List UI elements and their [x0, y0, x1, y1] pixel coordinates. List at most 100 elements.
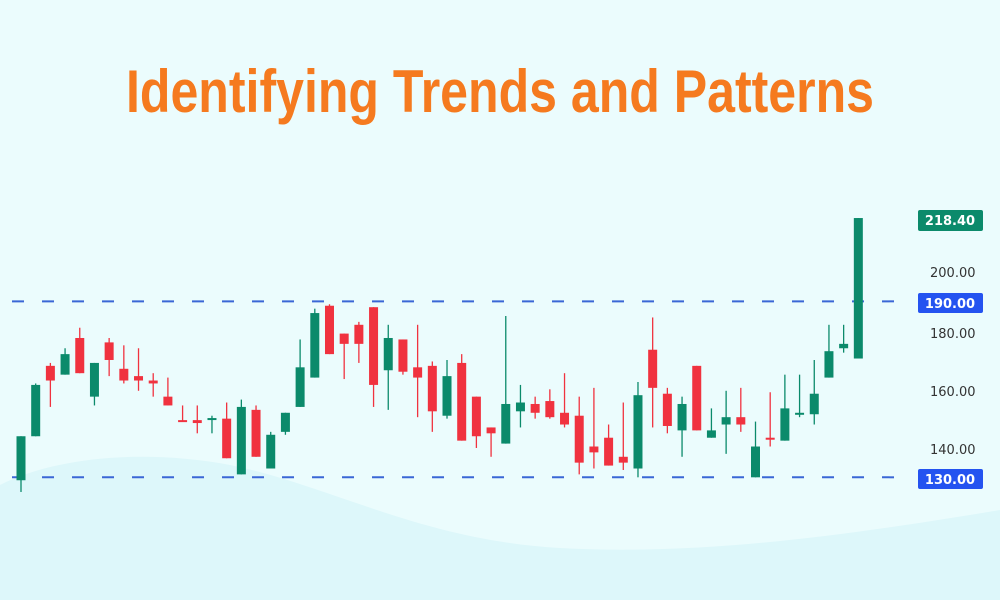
candle-body [148, 380, 158, 384]
candle-bearish [398, 339, 408, 375]
candle-body [266, 434, 276, 469]
candle-body [119, 368, 129, 381]
candle-bullish [207, 415, 217, 434]
candle-bullish [16, 436, 26, 492]
background-wave [0, 456, 1000, 600]
candle-bearish [471, 396, 481, 448]
candle-bullish [809, 359, 819, 425]
candle-bullish [442, 359, 452, 419]
candle-body [662, 393, 672, 426]
candle-body [295, 367, 305, 407]
candle-body [60, 354, 70, 375]
candle-body [398, 339, 408, 372]
candle-bearish [545, 389, 555, 419]
candle-bearish [369, 307, 379, 407]
candle-bullish [706, 408, 716, 438]
candle-body [560, 412, 570, 425]
last-price-label: 218.40 [925, 214, 975, 229]
candle-bearish [560, 373, 570, 428]
candle-body [280, 412, 290, 432]
chart-title: Identifying Trends and Patterns [126, 58, 874, 125]
last-price-tag [918, 210, 983, 231]
candle-body [163, 396, 173, 406]
candle-body [824, 351, 834, 378]
candle-body [809, 393, 819, 415]
candle-bearish [589, 387, 599, 469]
candle-bearish [457, 354, 467, 441]
candle-bearish [692, 365, 702, 431]
candle-body [765, 437, 775, 440]
candle-bullish [515, 384, 525, 428]
candle-body [692, 365, 702, 431]
candle-bullish [677, 396, 687, 457]
candle-body [618, 456, 628, 463]
candle-bullish [853, 218, 863, 359]
candle-body [589, 446, 599, 453]
candle-bearish [736, 387, 746, 432]
candle-bullish [236, 399, 246, 475]
candle-body [486, 427, 496, 434]
candle-bullish [89, 362, 99, 406]
candle-bearish [134, 348, 144, 391]
candle-bearish [765, 392, 775, 447]
candle-bearish [604, 424, 614, 466]
candle-body [751, 446, 760, 478]
y-tick-label: 160.00 [930, 385, 976, 400]
candle-bearish [530, 396, 540, 419]
candle-bullish [295, 339, 305, 407]
candle-body [45, 365, 55, 381]
candle-bullish [780, 374, 790, 441]
candle-body [222, 418, 232, 459]
candle-body [310, 313, 320, 378]
candle-bullish [795, 374, 805, 418]
candle-body [677, 403, 687, 431]
candle-bearish [324, 304, 334, 355]
candle-body [251, 409, 261, 457]
candle-body [515, 402, 525, 412]
candle-bullish [824, 324, 834, 378]
candle-body [339, 333, 349, 344]
candle-bearish [618, 402, 628, 470]
candle-bearish [45, 362, 55, 407]
resistance-tag [918, 293, 983, 313]
candle-body [736, 417, 746, 425]
candle-bearish [75, 327, 85, 374]
support-tag [918, 469, 983, 489]
candle-body [604, 437, 614, 466]
candle-bearish [486, 427, 496, 457]
candle-body [236, 406, 246, 475]
candle-bullish [266, 431, 276, 469]
candle-body [795, 412, 805, 415]
y-tick-label: 140.00 [930, 443, 976, 458]
candle-body [545, 401, 555, 418]
candle-body [633, 395, 643, 469]
candle-body [75, 337, 85, 374]
candle-bullish [633, 381, 643, 478]
candle-body [471, 396, 481, 437]
candle-bearish [148, 373, 158, 397]
candle-bearish [574, 396, 584, 475]
candle-body [501, 403, 511, 444]
candle-body [324, 305, 334, 355]
candle-bullish [501, 315, 511, 444]
candle-bearish [178, 405, 188, 423]
candle-body [706, 430, 716, 438]
candle-body [442, 376, 452, 416]
candle-bearish [104, 337, 114, 377]
candle-bullish [280, 412, 290, 435]
candle-bearish [251, 405, 261, 457]
candle-bullish [383, 324, 393, 410]
candle-body [413, 367, 423, 378]
candle-body [354, 324, 364, 344]
resistance-label: 190.00 [925, 297, 975, 312]
support-label: 130.00 [925, 473, 975, 488]
candle-body [16, 436, 26, 481]
candle-body [369, 307, 379, 385]
candle-bullish [31, 383, 41, 437]
candle-body [207, 418, 217, 421]
y-tick-label: 200.00 [930, 266, 976, 281]
candle-body [178, 420, 188, 423]
candle-bullish [721, 390, 731, 454]
candle-body [853, 218, 863, 359]
